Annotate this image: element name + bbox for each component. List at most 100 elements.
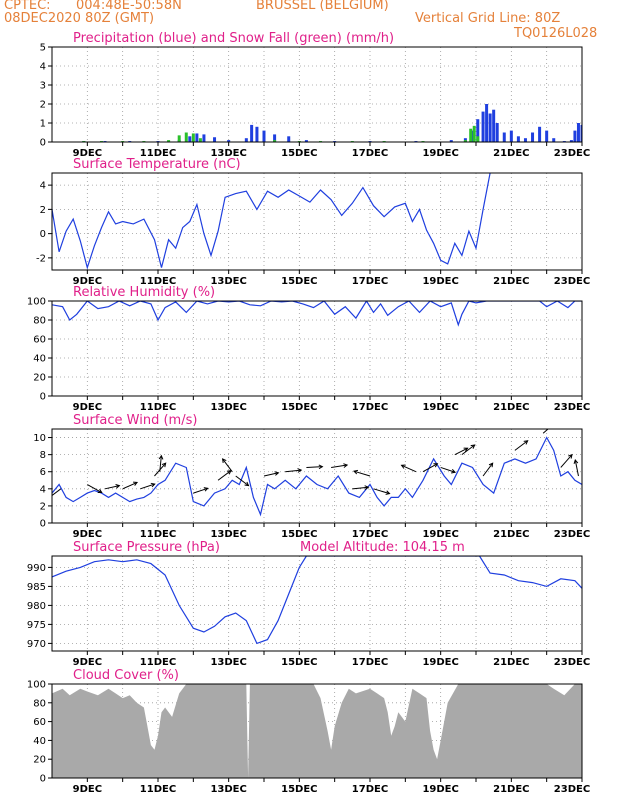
x-tick-label: 23DEC (554, 529, 590, 540)
bar (569, 140, 573, 142)
wind-arrow-head (364, 485, 370, 490)
bar (287, 136, 291, 142)
bar (202, 134, 206, 142)
humidity-plot (52, 301, 582, 327)
bar (545, 130, 549, 142)
bar (188, 136, 192, 142)
wind-arrow-head (133, 481, 139, 486)
x-tick-label: 23DEC (554, 784, 590, 795)
y-tick-label: 0 (40, 519, 46, 530)
wind-arrow (482, 462, 494, 477)
y-tick-label: 60 (33, 717, 46, 728)
humidity-title: Relative Humidity (%) (73, 285, 215, 300)
x-tick-label: 11DEC (140, 402, 176, 413)
x-tick-label: 17DEC (352, 148, 388, 159)
cloud_cover-title: Cloud Cover (%) (73, 668, 179, 683)
wind-arrow (560, 454, 573, 468)
wind-arrow-head (297, 468, 303, 473)
wind-arrow-head (470, 444, 476, 449)
bar (531, 132, 535, 142)
x-tick-label: 9DEC (73, 784, 102, 795)
x-tick-label: 21DEC (493, 148, 529, 159)
cloud-cover-area (52, 684, 582, 778)
precipitation-title: Precipitation (blue) and Snow Fall (gree… (73, 31, 394, 46)
x-tick-label: 15DEC (281, 784, 317, 795)
wind-arrow (574, 459, 579, 477)
wind-arrow (104, 485, 120, 490)
x-tick-label: 9DEC (73, 276, 102, 287)
wind-arrow-head (451, 468, 457, 474)
wind-arrow-head (221, 458, 227, 463)
y-tick-label: 20 (33, 755, 46, 766)
header-source: CPTEC: (4, 0, 51, 13)
x-tick-label: 15DEC (281, 529, 317, 540)
x-tick-label: 19DEC (422, 657, 458, 668)
wind-arrow-head (385, 490, 391, 495)
bar (177, 135, 181, 142)
x-tick-label: 17DEC (352, 276, 388, 287)
bar (552, 138, 556, 142)
x-tick-label: 19DEC (422, 402, 458, 413)
y-tick-label: 10 (33, 433, 46, 444)
wind-arrow (461, 444, 475, 456)
bar (476, 136, 480, 142)
y-tick-label: 4 (40, 484, 46, 495)
bar (573, 130, 577, 142)
bar (213, 137, 217, 142)
y-tick-label: 980 (27, 601, 46, 612)
wind-arrow-head (115, 484, 121, 489)
x-tick-label: 17DEC (352, 657, 388, 668)
y-tick-label: 100 (27, 297, 46, 308)
wind-arrow (454, 447, 468, 456)
x-tick-label: 23DEC (554, 402, 590, 413)
y-tick-label: 100 (27, 680, 46, 691)
y-tick-label: 0 (40, 138, 46, 149)
wind-arrow (440, 466, 456, 473)
wind-arrow (353, 470, 371, 477)
temperature-plot (52, 173, 491, 270)
x-tick-label: 11DEC (140, 148, 176, 159)
bar (184, 132, 188, 142)
x-tick-label: 9DEC (73, 529, 102, 540)
wind-arrow-head (150, 482, 156, 488)
y-tick-label: 985 (27, 582, 46, 593)
y-tick-label: 0 (40, 392, 46, 403)
precipitation-frame (51, 46, 583, 143)
pressure-annotation: Model Altitude: 104.15 m (300, 540, 465, 555)
y-tick-label: 2 (40, 100, 46, 111)
wind-arrow (263, 472, 279, 477)
y-tick-label: 0 (40, 774, 46, 785)
x-tick-label: 11DEC (140, 657, 176, 668)
y-tick-label: 975 (27, 620, 46, 631)
wind-arrow (373, 488, 390, 495)
x-tick-label: 13DEC (210, 657, 246, 668)
bar (255, 126, 259, 142)
wind-arrow-head (158, 454, 164, 460)
wind-arrow-head (353, 469, 359, 475)
wind-arrow-head (573, 458, 579, 464)
bar (485, 104, 489, 142)
temperature-panel: Surface Temperature (nC) -2 0 2 4 9DEC 11DEC 13… (36, 157, 590, 287)
wind-arrow (193, 487, 208, 494)
wind-arrow-head (343, 463, 349, 468)
wind-arrow-head (97, 488, 103, 494)
series-surface-temperature (52, 173, 491, 270)
wind-arrow-head (52, 497, 53, 499)
x-tick-label: 21DEC (493, 657, 529, 668)
wind-arrow (422, 463, 438, 473)
y-tick-label: 40 (33, 736, 46, 747)
y-tick-label: 1 (40, 119, 46, 130)
y-tick-label: 6 (40, 467, 46, 478)
x-tick-label: 9DEC (73, 657, 102, 668)
temperature-frame (51, 172, 583, 271)
wind-arrow (352, 486, 369, 490)
wind-arrow (217, 470, 232, 481)
wind-arrow (52, 488, 62, 497)
x-tick-label: 23DEC (554, 276, 590, 287)
wind-arrow (401, 464, 417, 473)
x-tick-label: 15DEC (281, 276, 317, 287)
wind-arrow-head (318, 464, 324, 470)
header-code: TQ0126L028 (514, 26, 598, 41)
wind-arrow (285, 469, 302, 473)
wind-plot (52, 429, 582, 517)
